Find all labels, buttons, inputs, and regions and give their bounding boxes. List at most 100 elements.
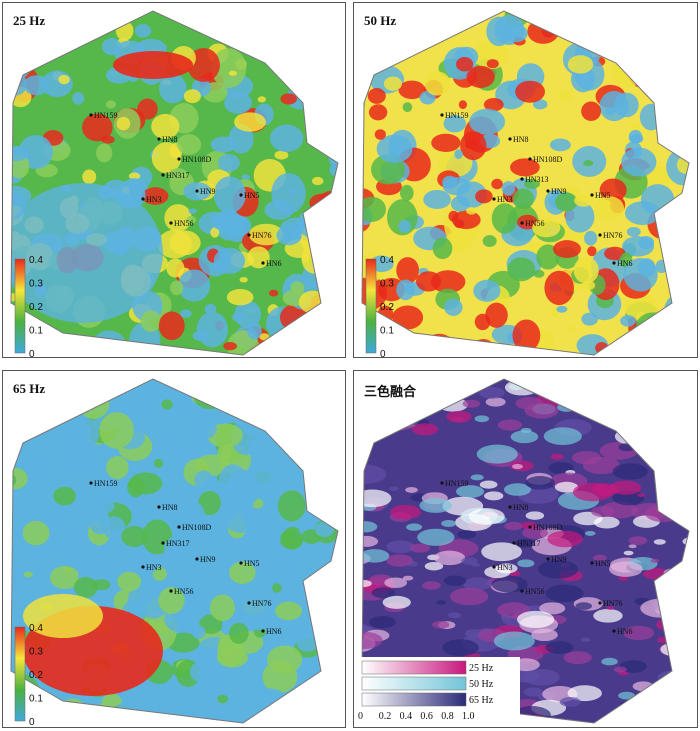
well-dot-icon [261, 629, 265, 633]
panel-65hz: 0.4 0.3 0.2 0.1 0 HN159 HN8 HN108D HN317 HN9 HN3 HN… [2, 370, 346, 728]
well-marker[interactable]: HN56 [520, 219, 545, 228]
well-marker[interactable]: HN6 [261, 627, 282, 636]
well-marker[interactable]: HN159 [89, 479, 118, 488]
well-dot-icon [520, 221, 524, 225]
well-marker[interactable]: HN76 [247, 231, 272, 240]
map-rgb-blend: HN159 HN8 HN108D HN317 HN9 HN3 HN5 HN56 HN76 HN6 2… [358, 378, 690, 724]
well-label: HN56 [525, 219, 545, 228]
well-label: HN6 [617, 259, 633, 268]
panel-title-25hz: 25 Hz [13, 13, 46, 28]
well-marker[interactable]: HN317 [161, 171, 190, 180]
well-marker[interactable]: HN159 [440, 111, 469, 120]
well-marker[interactable]: HN8 [157, 503, 178, 512]
well-marker[interactable]: HN108D [528, 155, 563, 164]
well-dot-icon [239, 561, 243, 565]
well-marker[interactable]: HN108D [177, 523, 212, 532]
well-label: HN76 [603, 231, 623, 240]
well-dot-icon [440, 481, 444, 485]
well-marker[interactable]: HN5 [239, 559, 260, 568]
well-marker[interactable]: HN317 [512, 539, 541, 548]
well-marker[interactable]: HN6 [612, 259, 633, 268]
well-dot-icon [141, 565, 145, 569]
well-dot-icon [177, 525, 181, 529]
well-marker[interactable]: HN317 [161, 539, 190, 548]
colorbar: 0.4 0.3 0.2 0.1 0 [14, 623, 43, 727]
well-label: HN8 [513, 135, 529, 144]
colorbar-tick-label: 0 [29, 717, 35, 727]
colorbar-tick-label: 0.2 [29, 670, 43, 681]
well-label: HN6 [617, 627, 633, 636]
well-dot-icon [546, 189, 550, 193]
well-dot-icon [612, 261, 616, 265]
well-marker[interactable]: HN5 [590, 191, 611, 200]
well-dot-icon [598, 601, 602, 605]
well-marker[interactable]: HN8 [157, 135, 178, 144]
well-label: HN159 [94, 479, 118, 488]
colorbar-tick-label: 0.2 [380, 302, 394, 313]
well-label: HN5 [595, 559, 611, 568]
well-dot-icon [508, 505, 512, 509]
well-marker[interactable]: HN313 [520, 175, 549, 184]
well-label: HN56 [174, 587, 194, 596]
well-marker[interactable]: HN6 [612, 627, 633, 636]
well-marker[interactable]: HN9 [195, 187, 216, 196]
well-label: HN5 [595, 191, 611, 200]
well-marker[interactable]: HN9 [546, 555, 567, 564]
colorbar-tick-label: 0 [29, 349, 35, 357]
blend-tick-label: 0.2 [379, 711, 392, 722]
well-dot-icon [520, 177, 524, 181]
rgb-blend-legend: 25 Hz 50 Hz 65 Hz 0 0.2 0.4 0.6 0.8 1.0 [358, 657, 520, 722]
well-dot-icon [247, 233, 251, 237]
well-dot-icon [612, 629, 616, 633]
well-marker[interactable]: HN3 [141, 563, 162, 572]
well-marker[interactable]: HN76 [598, 231, 623, 240]
well-dot-icon [247, 601, 251, 605]
well-label: HN9 [551, 555, 567, 564]
colorbar-tick-label: 0.4 [380, 255, 394, 266]
well-marker[interactable]: HN76 [247, 599, 272, 608]
well-marker[interactable]: HN6 [261, 259, 282, 268]
well-dot-icon [590, 193, 594, 197]
well-label: HN108D [533, 155, 563, 164]
well-marker[interactable]: HN9 [546, 187, 567, 196]
well-label: HN313 [525, 175, 549, 184]
well-marker[interactable]: HN159 [89, 111, 118, 120]
well-marker[interactable]: HN8 [508, 135, 529, 144]
well-marker[interactable]: HN159 [440, 479, 469, 488]
blend-tick-label: 0.4 [400, 711, 413, 722]
well-dot-icon [169, 221, 173, 225]
well-label: HN3 [497, 563, 513, 572]
well-marker[interactable]: HN56 [520, 587, 545, 596]
well-label: HN3 [146, 195, 162, 204]
well-dot-icon [195, 557, 199, 561]
colorbar-tick-label: 0 [380, 349, 386, 357]
well-label: HN6 [266, 259, 282, 268]
well-label: HN9 [200, 187, 216, 196]
well-dot-icon [590, 561, 594, 565]
well-marker[interactable]: HN56 [169, 587, 194, 596]
well-label: HN9 [200, 555, 216, 564]
panel-title-rgb-blend: 三色融合 [364, 384, 417, 399]
well-label: HN56 [525, 587, 545, 596]
colorbar-tick-label: 0.2 [29, 302, 43, 313]
well-label: HN76 [252, 231, 272, 240]
well-marker[interactable]: HN8 [508, 503, 529, 512]
blend-bar [361, 676, 467, 691]
well-label: HN3 [146, 563, 162, 572]
well-marker[interactable]: HN5 [239, 191, 260, 200]
well-marker[interactable]: HN76 [598, 599, 623, 608]
well-marker[interactable]: HN5 [590, 559, 611, 568]
well-marker[interactable]: HN3 [141, 195, 162, 204]
well-marker[interactable]: HN108D [177, 155, 212, 164]
well-marker[interactable]: HN9 [195, 555, 216, 564]
well-marker[interactable]: HN3 [492, 563, 513, 572]
blend-tick-label: 0.8 [441, 711, 454, 722]
well-marker[interactable]: HN108D [528, 523, 563, 532]
well-label: HN108D [533, 523, 563, 532]
well-marker[interactable]: HN3 [492, 195, 513, 204]
blend-legend-label: 50 Hz [469, 679, 494, 690]
well-dot-icon [508, 137, 512, 141]
well-label: HN76 [252, 599, 272, 608]
blend-legend-label: 25 Hz [469, 663, 494, 674]
well-marker[interactable]: HN56 [169, 219, 194, 228]
